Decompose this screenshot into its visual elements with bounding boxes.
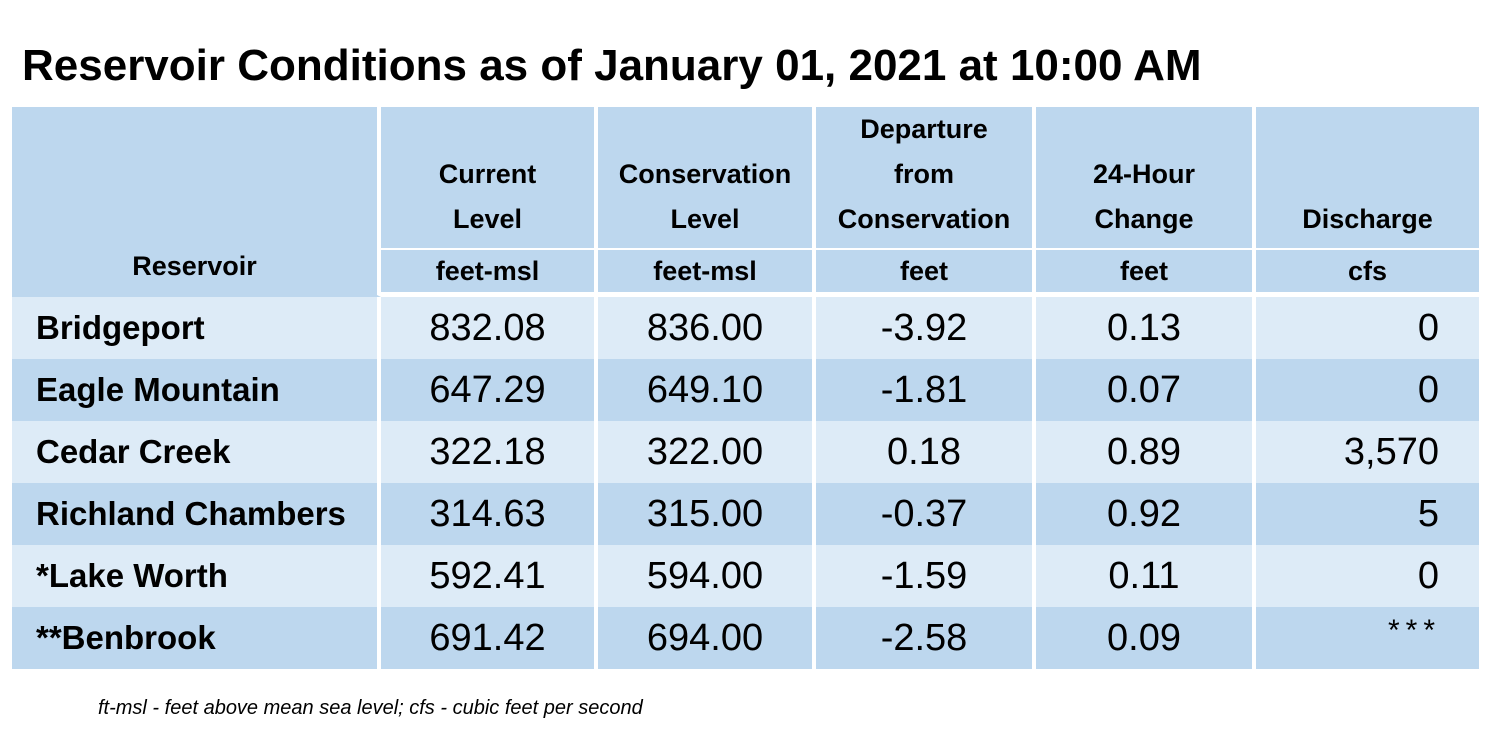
change-value: 0.07 [1036,359,1256,421]
discharge-value: 0 [1256,359,1479,421]
reservoir-name: Eagle Mountain [12,359,381,421]
conservation-level-value: 694.00 [598,607,816,669]
change-value: 0.11 [1036,545,1256,607]
discharge-value: *** [1256,607,1479,669]
current-level-value: 322.18 [381,421,598,483]
current-level-value: 592.41 [381,545,598,607]
unit-current-level: feet-msl [381,248,598,297]
departure-value: -1.81 [816,359,1036,421]
table-body: Bridgeport 832.08 836.00 -3.92 0.13 0 Ea… [12,297,1479,669]
conservation-level-value: 594.00 [598,545,816,607]
departure-value: -3.92 [816,297,1036,359]
current-level-value: 314.63 [381,483,598,545]
discharge-value: 5 [1256,483,1479,545]
departure-value: -0.37 [816,483,1036,545]
table-row: Richland Chambers 314.63 315.00 -0.37 0.… [12,483,1479,545]
table-row: Bridgeport 832.08 836.00 -3.92 0.13 0 [12,297,1479,359]
table-row: Cedar Creek 322.18 322.00 0.18 0.89 3,57… [12,421,1479,483]
change-value: 0.92 [1036,483,1256,545]
unit-discharge: cfs [1256,248,1479,297]
conservation-level-value: 315.00 [598,483,816,545]
unit-24hour-change: feet [1036,248,1256,297]
reservoir-table-container: Reservoir Current Level Conservation Lev… [12,107,1479,669]
departure-value: -2.58 [816,607,1036,669]
current-level-value: 691.42 [381,607,598,669]
header-discharge: Discharge [1256,107,1479,248]
current-level-value: 832.08 [381,297,598,359]
header-conservation-level: Conservation Level [598,107,816,248]
change-value: 0.09 [1036,607,1256,669]
conservation-level-value: 649.10 [598,359,816,421]
discharge-value: 3,570 [1256,421,1479,483]
current-level-value: 647.29 [381,359,598,421]
footnote: ft-msl - feet above mean sea level; cfs … [98,697,643,719]
discharge-value: 0 [1256,545,1479,607]
departure-value: -1.59 [816,545,1036,607]
header-reservoir: Reservoir [12,107,381,297]
header-unit-row: feet-msl feet-msl feet feet cfs [12,248,1479,297]
header-24hour-change: 24-Hour Change [1036,107,1256,248]
header-departure: Departure from Conservation [816,107,1036,248]
header-label-row: Reservoir Current Level Conservation Lev… [12,107,1479,297]
table-row: **Benbrook 691.42 694.00 -2.58 0.09 *** [12,607,1479,669]
conservation-level-value: 322.00 [598,421,816,483]
reservoir-name: Bridgeport [12,297,381,359]
reservoir-name: Richland Chambers [12,483,381,545]
table-row: Eagle Mountain 647.29 649.10 -1.81 0.07 … [12,359,1479,421]
table-row: *Lake Worth 592.41 594.00 -1.59 0.11 0 [12,545,1479,607]
unit-departure: feet [816,248,1036,297]
page-title: Reservoir Conditions as of January 01, 2… [22,41,1202,90]
change-value: 0.13 [1036,297,1256,359]
change-value: 0.89 [1036,421,1256,483]
header-current-level: Current Level [381,107,598,248]
conservation-level-value: 836.00 [598,297,816,359]
reservoir-table: Reservoir Current Level Conservation Lev… [12,107,1479,669]
discharge-value: 0 [1256,297,1479,359]
reservoir-name: **Benbrook [12,607,381,669]
departure-value: 0.18 [816,421,1036,483]
unit-conservation-level: feet-msl [598,248,816,297]
reservoir-name: *Lake Worth [12,545,381,607]
reservoir-name: Cedar Creek [12,421,381,483]
table-header: Reservoir Current Level Conservation Lev… [12,107,1479,297]
